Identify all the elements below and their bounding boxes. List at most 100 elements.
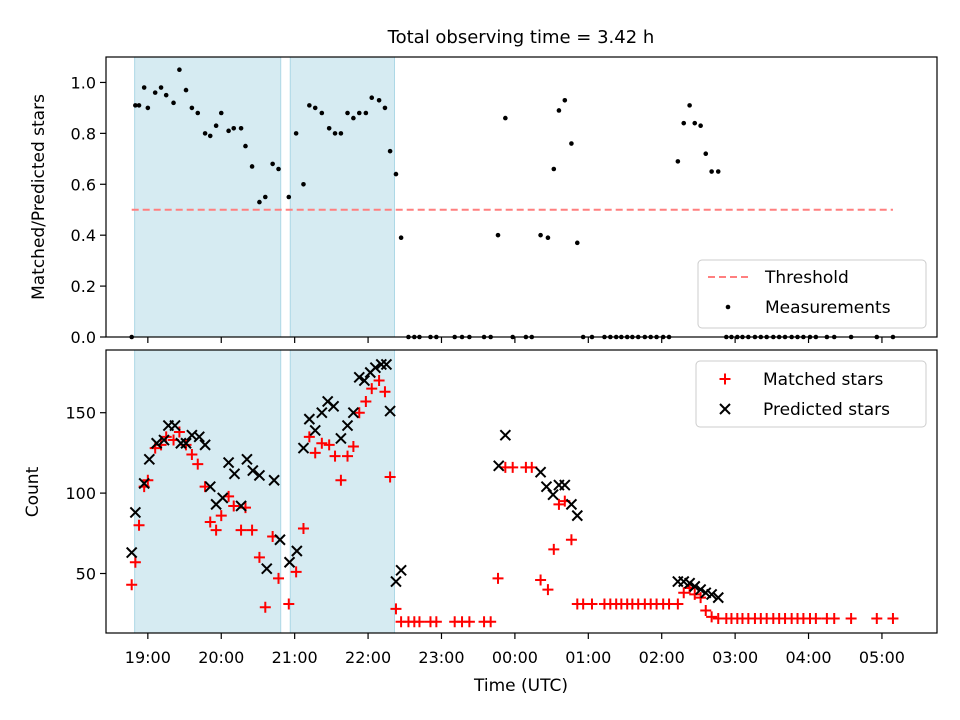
matched-star-marker (689, 588, 701, 600)
y-tick-label: 0.2 (71, 277, 96, 296)
predicted-star-marker (175, 437, 187, 449)
measurement-point (393, 171, 399, 177)
matched-star-marker (542, 584, 554, 596)
measurement-point (556, 108, 562, 113)
measurement-point (345, 110, 350, 116)
matched-star-marker (373, 375, 385, 387)
predicted-star-marker (347, 407, 360, 419)
predicted-star-marker (712, 591, 724, 604)
measurement-point (213, 123, 219, 129)
measurement-point (286, 194, 292, 200)
measurement-point (562, 97, 568, 103)
matched-star-marker (379, 386, 391, 398)
matched-star-marker (347, 440, 359, 452)
matched-star-marker (129, 556, 141, 568)
measurement-point (171, 100, 176, 106)
measurement-point (312, 105, 318, 111)
count-x-axis: 19:00 20:00 21:00 22:00 23:00 00:00 01:00 02:00… (125, 633, 905, 667)
predicted-star-marker (303, 413, 316, 425)
matched-star-marker (463, 616, 475, 628)
predicted-star-marker (261, 562, 273, 575)
y-tick-label: 1.0 (71, 73, 96, 92)
predicted-star-marker (150, 437, 163, 449)
measurement-point (141, 85, 147, 90)
measurement-point (715, 169, 721, 174)
measurement-point (218, 110, 224, 116)
measurement-point (356, 110, 362, 116)
matched-star-marker (887, 613, 899, 625)
predicted-star-marker (547, 489, 559, 501)
legend-matched-label: Matched stars (763, 370, 883, 390)
measurement-point (183, 87, 189, 93)
predicted-star-marker (253, 469, 266, 482)
measurement-point (569, 141, 574, 146)
predicted-star-marker (327, 400, 340, 412)
matched-star-marker (565, 534, 577, 546)
count-panel: 50 100 150 19:00 20:00 21:00 22:00 23:00 00:00 0… (23, 349, 938, 667)
matched-star-marker (810, 613, 822, 625)
measurement-point (158, 85, 164, 90)
measurement-point (189, 105, 195, 111)
predicted-star-marker (705, 588, 718, 601)
predicted-star-marker (683, 577, 696, 589)
x-tick-label: 21:00 (272, 648, 318, 667)
matched-star-marker (535, 574, 547, 586)
predicted-star-marker (274, 534, 286, 546)
predicted-star-marker (694, 583, 707, 596)
measurement-point (687, 103, 692, 108)
matched-star-marker (283, 598, 295, 610)
measurement-point (133, 103, 138, 108)
x-tick-label: 19:00 (125, 648, 171, 667)
predicted-star-marker (395, 564, 407, 576)
measurement-point (503, 115, 508, 121)
measurement-point (319, 110, 325, 116)
legend-measurements-label: Measurements (765, 298, 891, 318)
measurement-point (332, 131, 338, 136)
matched-star-marker (360, 395, 372, 407)
ratio-panel: 0.0 0.2 0.4 0.6 0.8 1.0 Matched/Predicted sta… (29, 56, 938, 347)
measurement-point (249, 164, 255, 169)
predicted-star-marker (493, 460, 505, 472)
y-tick-label: 0.0 (71, 328, 96, 347)
measurement-point (152, 90, 158, 95)
ratio-x-ticks (147, 337, 883, 343)
legend-predicted-label: Predicted stars (763, 400, 890, 420)
measurement-point (382, 105, 388, 111)
predicted-star-marker (384, 405, 396, 417)
predicted-star-marker (297, 442, 310, 454)
measurement-point (398, 235, 404, 241)
matched-star-marker (259, 601, 271, 613)
measurement-point (257, 199, 262, 205)
predicted-star-marker (129, 506, 142, 519)
predicted-star-marker (565, 498, 578, 511)
measurement-point (177, 67, 182, 73)
y-tick-label: 0.6 (71, 175, 96, 194)
matched-star-marker (366, 383, 378, 395)
y-tick-label: 0.4 (71, 226, 96, 245)
matched-star-marker (700, 604, 712, 616)
measurement-point (238, 125, 244, 131)
x-tick-label: 00:00 (492, 648, 538, 667)
measurement-point (495, 232, 501, 238)
matched-star-marker (828, 613, 840, 625)
x-tick-label: 05:00 (859, 648, 905, 667)
count-y-axis: 50 100 150 (65, 404, 106, 584)
measurement-point (387, 148, 393, 154)
chart-title: Total observing time = 3.42 h (387, 27, 655, 48)
shaded-intervals (134, 349, 396, 634)
matched-star-marker (586, 598, 598, 610)
predicted-star-marker (241, 453, 253, 466)
count-points (125, 358, 899, 628)
y-tick-label: 50 (76, 565, 96, 584)
matched-star-marker (706, 611, 718, 623)
measurement-point (692, 120, 698, 126)
predicted-star-marker (268, 474, 280, 486)
matched-star-marker (329, 450, 341, 462)
shaded-interval (289, 349, 396, 634)
measurement-point (703, 151, 709, 157)
matched-star-marker (323, 439, 335, 451)
measurement-point (226, 128, 231, 134)
measurement-point (551, 166, 557, 172)
matched-star-marker (485, 616, 497, 628)
